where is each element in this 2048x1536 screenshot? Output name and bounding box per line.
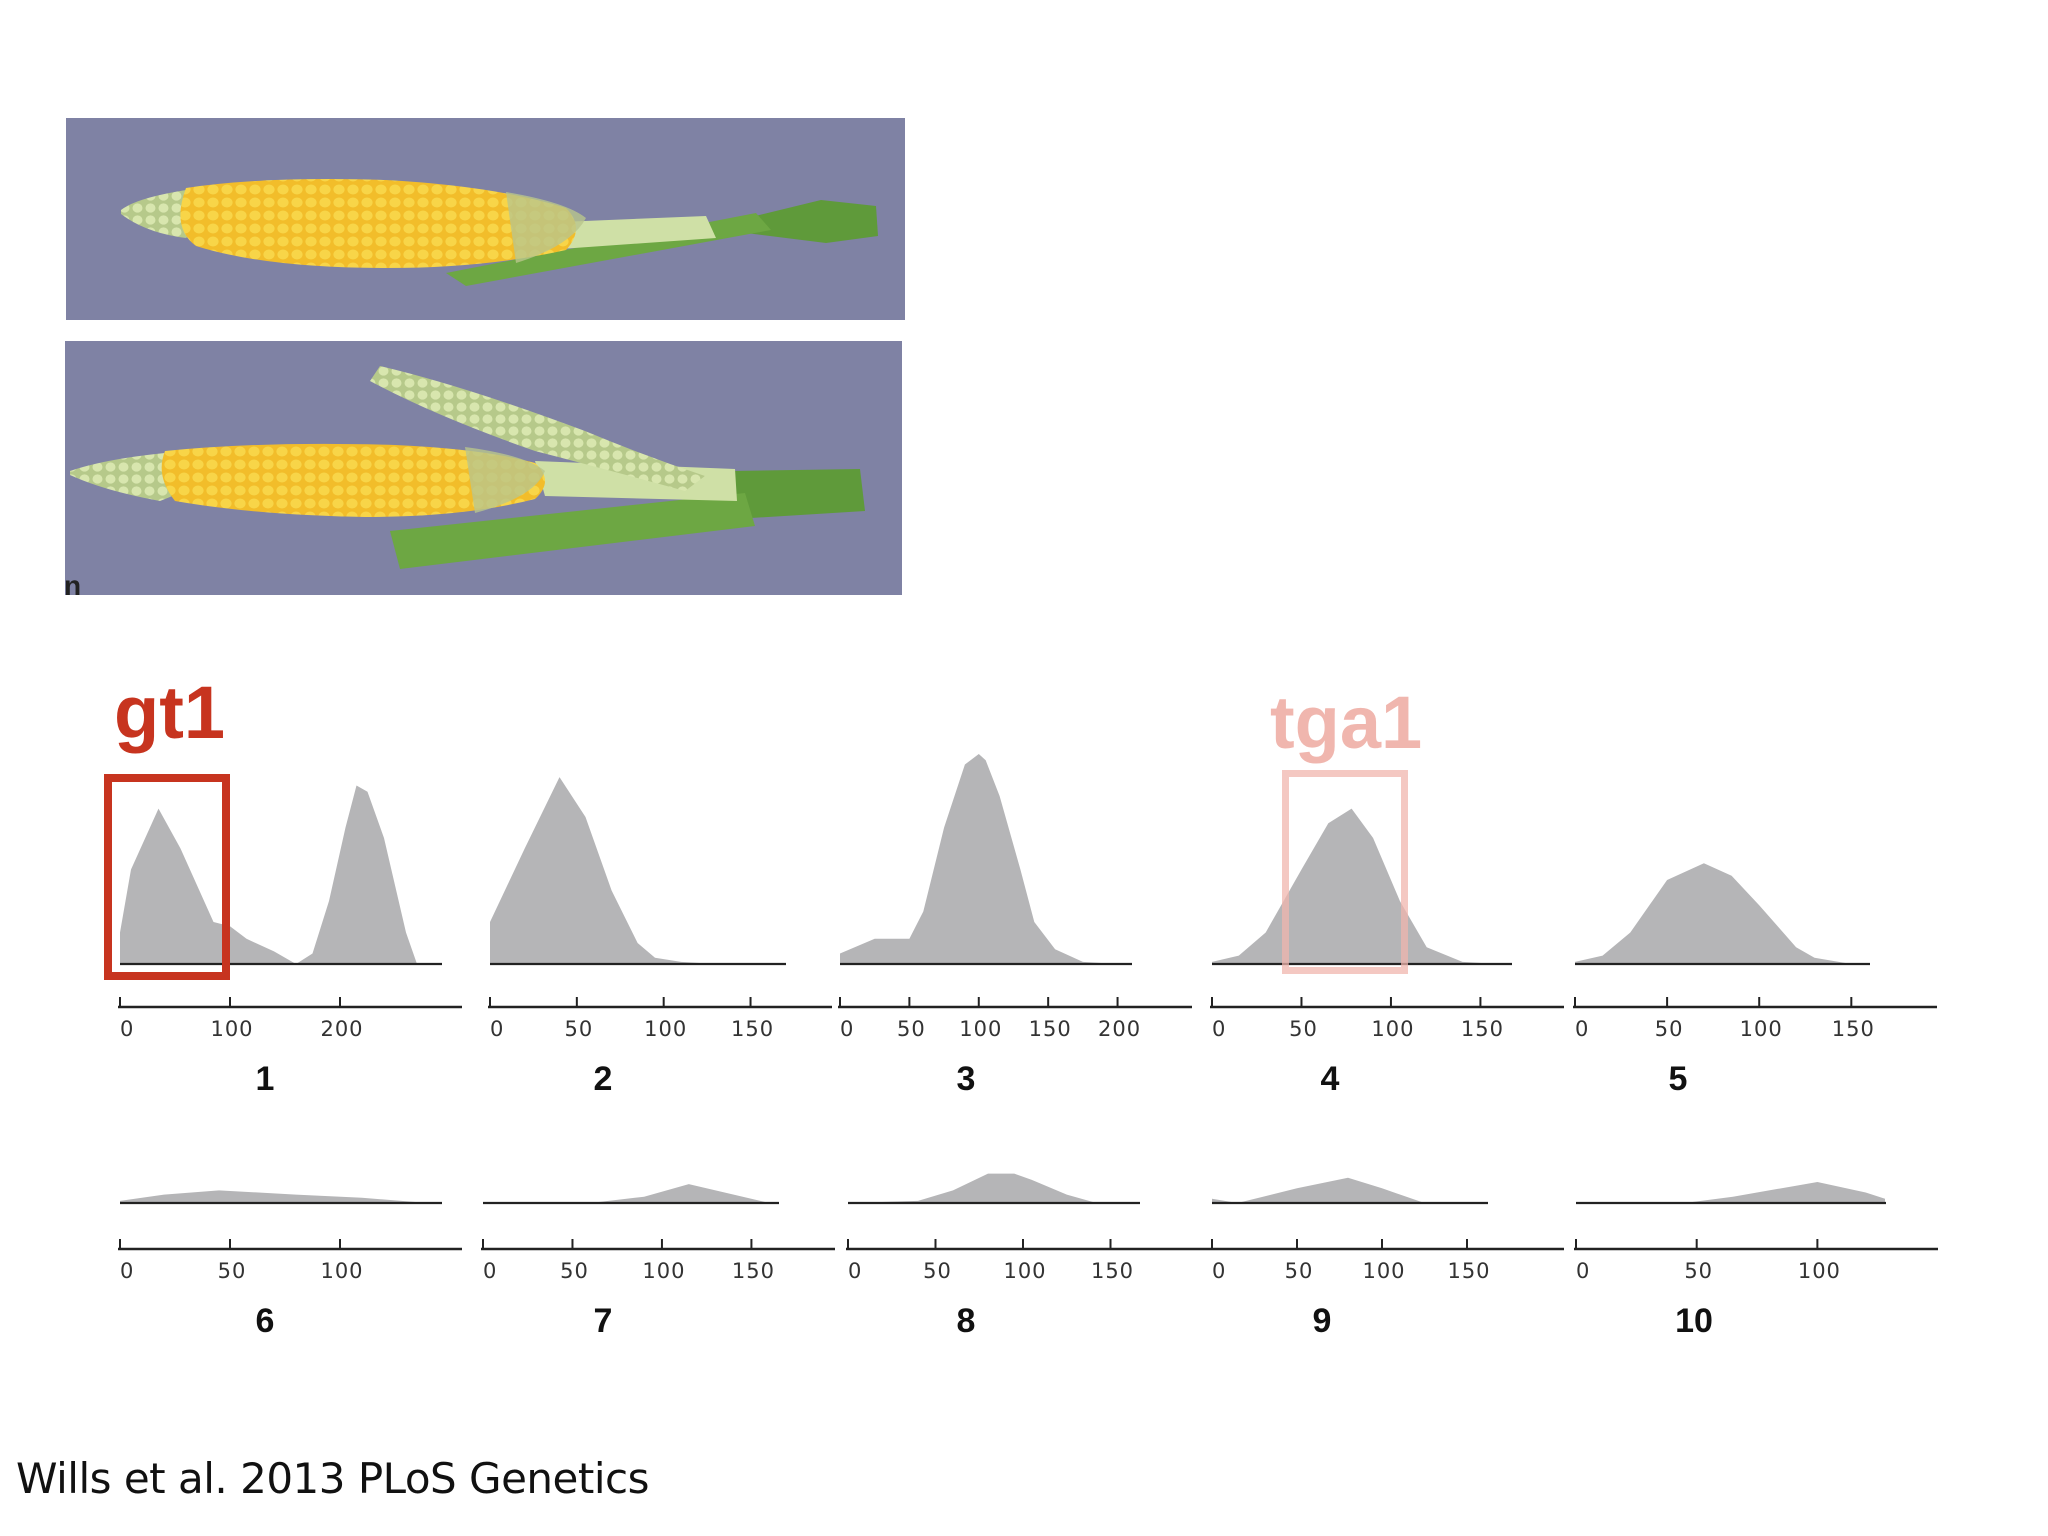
tick-label: 100 [1003,1259,1046,1283]
chromosome-number-5: 5 [1669,1060,1688,1098]
tga1-label: tga1 [1270,681,1423,764]
tick-label: 50 [560,1259,589,1283]
tick-label: 100 [1371,1017,1414,1041]
tick-label: 50 [1289,1017,1318,1041]
chromosome-plot-8: 0 50 100 150 8 [846,1173,1210,1340]
density-area-10 [1576,1182,1885,1203]
tga1-highlight-box [1282,770,1408,974]
stray-letter: n [64,570,82,601]
chromosome-number-2: 2 [594,1060,613,1098]
tick-label: 200 [1098,1017,1141,1041]
tick-label: 150 [1832,1017,1875,1041]
density-area-7 [483,1184,770,1203]
tick-label: 50 [1285,1259,1314,1283]
chromosome-plot-10: 0 50 100 10 [1574,1182,1938,1340]
tick-label: 0 [483,1259,497,1283]
tick-label: 0 [1212,1259,1226,1283]
tick-label: 0 [490,1017,504,1041]
tick-label: 150 [1461,1017,1504,1041]
citation: Wills et al. 2013 PLoS Genetics [16,1454,650,1503]
tick-label: 100 [320,1259,363,1283]
density-area-1 [120,785,417,964]
chromosome-plot-9: 0 50 100 150 9 [1210,1177,1564,1340]
chromosome-plot-2: 0 50 100 150 2 [488,777,832,1098]
density-area-8 [848,1173,1120,1203]
tick-label: 50 [1684,1259,1713,1283]
density-area-6 [120,1190,428,1203]
tick-label: 100 [1798,1259,1841,1283]
density-area-3 [840,754,1118,964]
tick-label: 150 [1091,1259,1134,1283]
tick-label: 50 [923,1259,952,1283]
corn-ear-photo-top [66,118,905,320]
chromosome-plot-7: 0 50 100 150 7 [481,1184,835,1340]
tick-label: 0 [1576,1259,1590,1283]
chromosome-number-4: 4 [1321,1060,1340,1098]
tick-label: 150 [732,1259,775,1283]
chromosome-number-8: 8 [957,1302,976,1340]
tick-label: 100 [1362,1259,1405,1283]
tick-label: 100 [959,1017,1002,1041]
chromosome-plot-1: 0 100 200 1 [118,785,462,1098]
tick-label: 50 [1655,1017,1684,1041]
density-area-9 [1212,1177,1484,1203]
tick-label: 0 [848,1259,862,1283]
tick-label: 0 [120,1017,134,1041]
tick-label: 0 [120,1259,134,1283]
tick-label: 50 [564,1017,593,1041]
chromosome-number-7: 7 [594,1302,613,1340]
chromosome-number-3: 3 [957,1060,976,1098]
tick-label: 50 [897,1017,926,1041]
tick-label: 0 [1212,1017,1226,1041]
gt1-label: gt1 [114,671,225,754]
density-area-2 [490,777,777,964]
tick-label: 0 [1575,1017,1589,1041]
tick-label: 100 [642,1259,685,1283]
chromosome-number-10: 10 [1675,1302,1713,1340]
tick-label: 100 [644,1017,687,1041]
tick-label: 150 [1447,1259,1490,1283]
chromosome-number-1: 1 [256,1060,275,1098]
tick-label: 100 [1740,1017,1783,1041]
tick-label: 50 [218,1259,247,1283]
density-area-5 [1575,863,1879,964]
tick-label: 200 [320,1017,363,1041]
tick-label: 0 [840,1017,854,1041]
tick-label: 150 [731,1017,774,1041]
chromosome-number-6: 6 [256,1302,275,1340]
chromosome-plot-3: 0 50 100 150 200 3 [838,754,1192,1098]
tick-label: 100 [210,1017,253,1041]
chromosome-plot-6: 0 50 100 6 [118,1190,462,1340]
chromosome-plot-5: 0 50 100 150 5 [1573,863,1937,1098]
tick-label: 150 [1029,1017,1072,1041]
gt1-highlight-box [104,774,230,980]
corn-ear-photo-bottom [65,341,902,595]
chromosome-number-9: 9 [1313,1302,1332,1340]
